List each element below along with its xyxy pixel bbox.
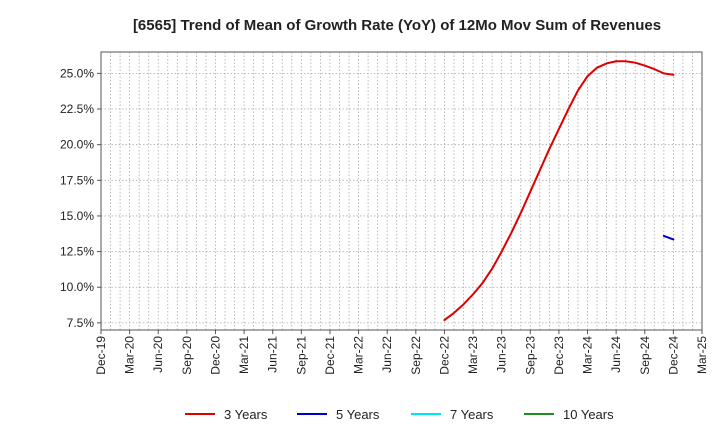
y-tick-label: 25.0% [60, 66, 94, 80]
x-tick-label: Sep-21 [294, 336, 308, 375]
x-tick-label: Sep-24 [638, 336, 652, 375]
legend-label: 3 Years [224, 407, 268, 422]
y-axis-ticks: 7.5% 10.0% 12.5% 15.0% 17.5% 20.0% 22.5% 25.0% [60, 66, 101, 330]
x-tick-label: Jun-23 [495, 336, 509, 373]
grid [101, 52, 702, 330]
y-tick-label: 7.5% [67, 316, 95, 330]
x-tick-label: Jun-20 [151, 336, 165, 373]
x-tick-label: Jun-22 [380, 336, 394, 373]
legend: 3 Years 5 Years 7 Years 10 Years [185, 407, 614, 422]
legend-label: 10 Years [563, 407, 614, 422]
series-line [662, 234, 675, 241]
x-tick-label: Mar-22 [352, 336, 366, 374]
plot-area-frame [100, 51, 703, 331]
x-tick-label: Mar-24 [581, 336, 595, 374]
x-tick-label: Dec-21 [323, 336, 337, 375]
x-tick-label: Mar-25 [695, 336, 709, 374]
y-tick-label: 22.5% [60, 102, 94, 116]
y-tick-label: 15.0% [60, 209, 94, 223]
x-tick-label: Sep-23 [523, 336, 537, 375]
series-lines [443, 60, 675, 322]
x-axis-ticks: Dec-19 Mar-20 Jun-20 Sep-20 Dec-20 Mar-21 Jun-… [94, 330, 709, 375]
legend-label: 5 Years [336, 407, 380, 422]
x-tick-label: Dec-19 [94, 336, 108, 375]
x-tick-label: Dec-24 [666, 336, 680, 375]
x-tick-label: Sep-20 [180, 336, 194, 375]
x-tick-label: Mar-20 [123, 336, 137, 374]
legend-label: 7 Years [450, 407, 494, 422]
y-tick-label: 17.5% [60, 173, 94, 187]
x-tick-label: Jun-24 [609, 336, 623, 373]
x-tick-label: Dec-23 [552, 336, 566, 375]
series-line [443, 60, 675, 322]
y-tick-label: 20.0% [60, 138, 94, 152]
y-tick-label: 10.0% [60, 280, 94, 294]
x-tick-label: Dec-20 [208, 336, 222, 375]
x-tick-label: Mar-23 [466, 336, 480, 374]
x-tick-label: Sep-22 [409, 336, 423, 375]
x-tick-label: Dec-22 [437, 336, 451, 375]
y-tick-label: 12.5% [60, 245, 94, 259]
x-tick-label: Jun-21 [266, 336, 280, 373]
x-tick-label: Mar-21 [237, 336, 251, 374]
chart-title: [6565] Trend of Mean of Growth Rate (YoY… [133, 17, 661, 34]
